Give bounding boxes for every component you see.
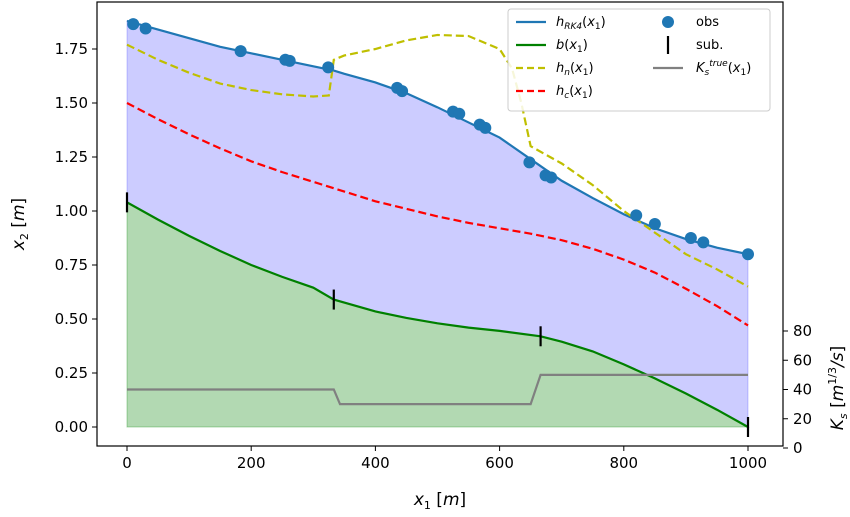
x-tick-label: 0	[122, 454, 132, 472]
legend-label-h-n: hn(x1)	[556, 61, 594, 78]
obs-point	[648, 217, 661, 230]
obs-point	[283, 54, 296, 67]
y-tick-label: 1.25	[55, 148, 88, 166]
x-axis-label: x1 [m]	[413, 490, 466, 512]
obs-point	[396, 85, 409, 98]
obs-point	[684, 232, 697, 244]
legend-label-h-c: hc(x1)	[556, 84, 593, 101]
obs-point	[127, 18, 140, 31]
obs-point	[630, 209, 643, 222]
axis-labels: x1 [m] x2 [m] Ks [m1/3/s]	[9, 198, 850, 512]
obs-point	[479, 121, 492, 134]
y-tick-label: 0.75	[55, 256, 88, 274]
y2-tick-label: 40	[793, 381, 812, 399]
legend-label-obs: obs	[696, 15, 719, 30]
plot-frame	[96, 1, 784, 447]
y-tick-label: 1.75	[55, 40, 88, 58]
legend-label-ks: Kstrue(x1)	[696, 59, 751, 78]
y-tick-label: 1.50	[55, 94, 88, 112]
x-tick-label: 800	[609, 454, 638, 472]
obs-point	[322, 61, 335, 74]
y-axis-label: x2 [m]	[9, 198, 31, 251]
obs-point	[697, 236, 710, 249]
legend-label-h-rk4: hRK4(x1)	[556, 15, 606, 32]
obs-point	[545, 171, 558, 184]
obs-point	[523, 156, 536, 169]
plot-area	[125, 18, 754, 437]
y-tick-label: 0.25	[55, 364, 88, 382]
x-tick-label: 600	[485, 454, 514, 472]
legend-label-b: b(x1)	[556, 38, 588, 55]
series-line	[127, 373, 748, 406]
y2-tick-label: 60	[793, 351, 812, 369]
y2-tick-label: 0	[793, 439, 803, 457]
series-line	[126, 33, 749, 288]
x-tick-label: 400	[361, 454, 390, 472]
legend: hRK4(x1) b(x1) hn(x1) hc(x1) obs sub. Kstrue(x…	[507, 8, 771, 112]
obs-point	[234, 45, 247, 58]
y-tick-label: 0.00	[55, 418, 88, 436]
x-tick-label: 200	[237, 454, 266, 472]
series-line	[126, 102, 749, 327]
obs-point	[139, 22, 152, 35]
legend-label-sub: sub.	[696, 38, 723, 53]
y2-axis-label: Ks [m1/3/s]	[826, 346, 850, 430]
x-tick-label: 1000	[729, 454, 767, 472]
series-line	[126, 201, 749, 428]
obs-point	[453, 107, 466, 120]
y-tick-label: 1.00	[55, 202, 88, 220]
obs-point	[742, 248, 754, 261]
axes: 0 200 400 600 800 10000.000.250.500.751.001.2…	[55, 1, 812, 472]
y-tick-label: 0.50	[55, 310, 88, 328]
legend-obs-marker	[662, 16, 674, 28]
y2-tick-label: 80	[793, 322, 812, 340]
legend-box	[507, 8, 771, 112]
y2-tick-label: 20	[793, 410, 812, 428]
